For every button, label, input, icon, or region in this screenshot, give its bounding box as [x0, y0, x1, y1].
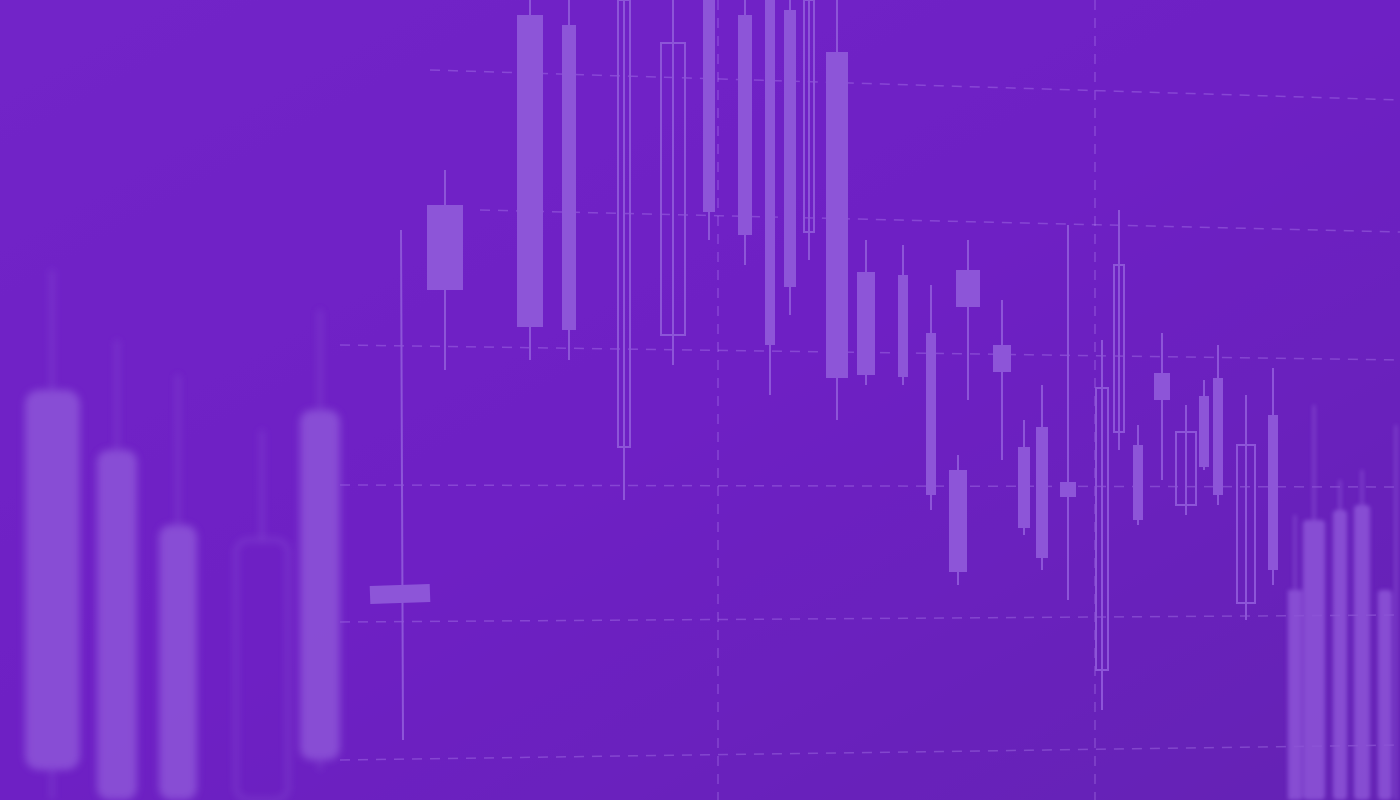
candle-body — [993, 345, 1011, 372]
candle-body — [617, 0, 631, 448]
blurred-candles-left — [25, 270, 340, 800]
grid-line — [339, 744, 1400, 761]
candle-body — [1133, 445, 1143, 520]
candle-body — [926, 333, 936, 495]
candle-body — [826, 52, 848, 378]
candle-body — [1113, 264, 1125, 433]
candle-body — [369, 583, 431, 605]
candle-body — [1354, 505, 1370, 800]
candle-body — [1303, 520, 1325, 800]
blurred-candles-right — [1288, 405, 1397, 800]
candle-body — [1036, 427, 1048, 558]
candle-body — [159, 525, 197, 800]
grid-line — [339, 614, 1400, 623]
candle-body — [25, 390, 80, 770]
candle-body — [784, 10, 796, 287]
candle-body — [803, 0, 815, 233]
candle-body — [857, 272, 875, 375]
grid-line — [339, 484, 1400, 488]
candle-body — [1018, 447, 1030, 528]
candle-body — [300, 410, 340, 760]
candle-body — [765, 0, 775, 345]
candle-body — [1378, 590, 1392, 800]
candle-body — [949, 470, 967, 572]
candle-body — [427, 205, 463, 290]
candle-body — [738, 15, 752, 235]
candle-body — [1154, 373, 1170, 400]
candle-body — [235, 539, 289, 800]
candle-body — [517, 15, 543, 327]
candle-body — [703, 0, 715, 212]
candle-body — [1268, 415, 1278, 570]
candle-body — [898, 275, 908, 377]
candle-body — [97, 450, 137, 800]
grid-line — [479, 209, 1400, 233]
candle-body — [1199, 396, 1209, 467]
candle-body — [1213, 378, 1223, 495]
candles — [369, 0, 1278, 741]
candle-body — [562, 25, 576, 330]
candle-body — [1095, 387, 1109, 671]
candle-wick — [400, 229, 404, 741]
candle-body — [1236, 444, 1256, 604]
candle-body — [956, 270, 980, 307]
candle-body — [1288, 590, 1302, 800]
candle-body — [1333, 510, 1347, 800]
candle-body — [1175, 431, 1197, 506]
candle-body — [1060, 482, 1076, 497]
candle-body — [660, 42, 686, 336]
